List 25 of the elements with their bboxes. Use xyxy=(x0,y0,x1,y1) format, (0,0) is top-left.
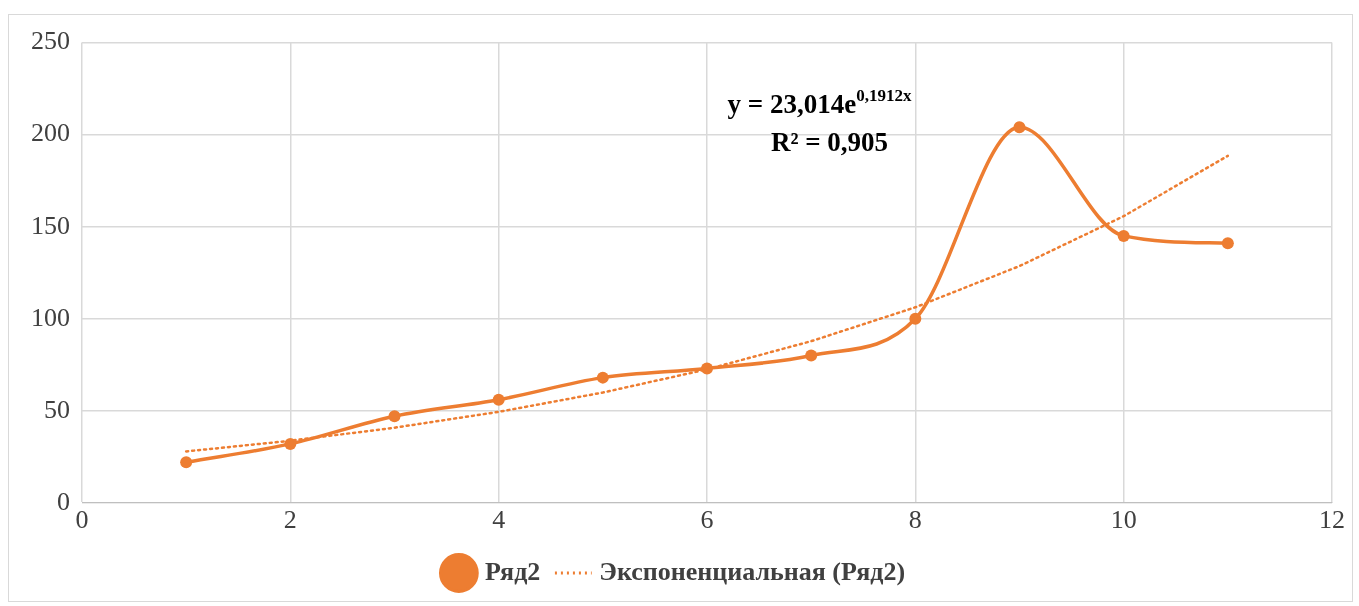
x-tick-label: 0 xyxy=(75,505,89,535)
y-tick-label: 0 xyxy=(57,486,70,516)
point xyxy=(805,349,818,362)
annotation: R² = 0,905 xyxy=(770,126,889,157)
x-tick-label: 6 xyxy=(700,505,714,535)
x-tick-label: 12 xyxy=(1319,505,1345,535)
y-tick-label: 50 xyxy=(44,394,70,424)
x-tick-label: 4 xyxy=(492,505,506,535)
x-tick-label: 10 xyxy=(1110,505,1137,535)
point xyxy=(1117,229,1130,242)
y-tick-label: 200 xyxy=(31,118,70,148)
y-tick-label: 150 xyxy=(31,210,70,240)
point xyxy=(909,312,922,325)
legend-label: Экспоненциальная (Ряд2) xyxy=(599,556,906,586)
point xyxy=(1013,121,1026,134)
y-tick-label: 100 xyxy=(31,302,70,332)
point xyxy=(1221,237,1234,250)
y-tick-label: 250 xyxy=(31,26,70,56)
point xyxy=(596,371,609,384)
x-tick-label: 8 xyxy=(908,505,922,535)
point xyxy=(492,393,505,406)
legend-label: Ряд2 xyxy=(484,556,541,586)
point xyxy=(180,456,193,469)
x-tick-label: 2 xyxy=(283,505,297,535)
point xyxy=(388,410,401,423)
